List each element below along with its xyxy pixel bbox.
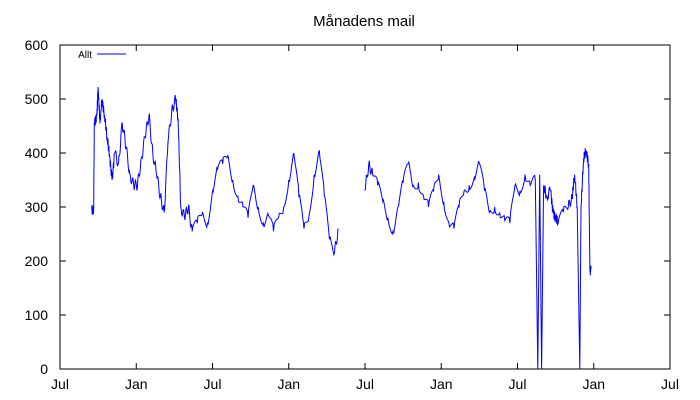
y-axis: 0 100 200 300 400 500 600 [25,37,670,377]
series-line-allt [91,87,339,257]
series-line-allt [364,148,592,370]
y-tick-label: 500 [25,91,49,107]
plot-frame [59,44,671,370]
x-tick-label: Jul [204,376,222,392]
x-tick-label: Jan [277,376,300,392]
x-tick-label: Jan [430,376,453,392]
x-tick-label: Jan [125,376,148,392]
x-tick-label: Jan [582,376,605,392]
x-tick-label: Jul [661,376,679,392]
x-tick-label: Jul [51,376,69,392]
legend-label-allt: Allt [78,50,92,61]
y-tick-label: 100 [25,307,49,323]
x-tick-label: Jul [356,376,374,392]
x-tick-label: Jul [509,376,527,392]
y-tick-label: 400 [25,145,49,161]
y-tick-label: 0 [40,361,48,377]
x-axis: Jul Jan Jul Jan Jul Jan Jul Jan Jul [51,45,679,392]
y-tick-label: 600 [25,37,49,53]
chart-title: Månadens mail [313,13,415,30]
y-tick-label: 200 [25,253,49,269]
legend: Allt [78,50,126,61]
series-layer [91,87,592,370]
y-tick-label: 300 [25,199,49,215]
